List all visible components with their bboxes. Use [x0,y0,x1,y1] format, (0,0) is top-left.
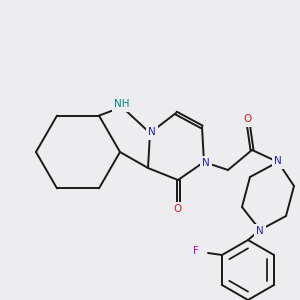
Text: N: N [274,156,282,166]
Text: NH: NH [114,99,130,109]
Text: O: O [244,114,252,124]
Text: O: O [174,204,182,214]
Text: N: N [256,226,264,236]
Text: F: F [193,246,199,256]
Text: N: N [148,127,156,137]
Text: N: N [202,158,210,168]
